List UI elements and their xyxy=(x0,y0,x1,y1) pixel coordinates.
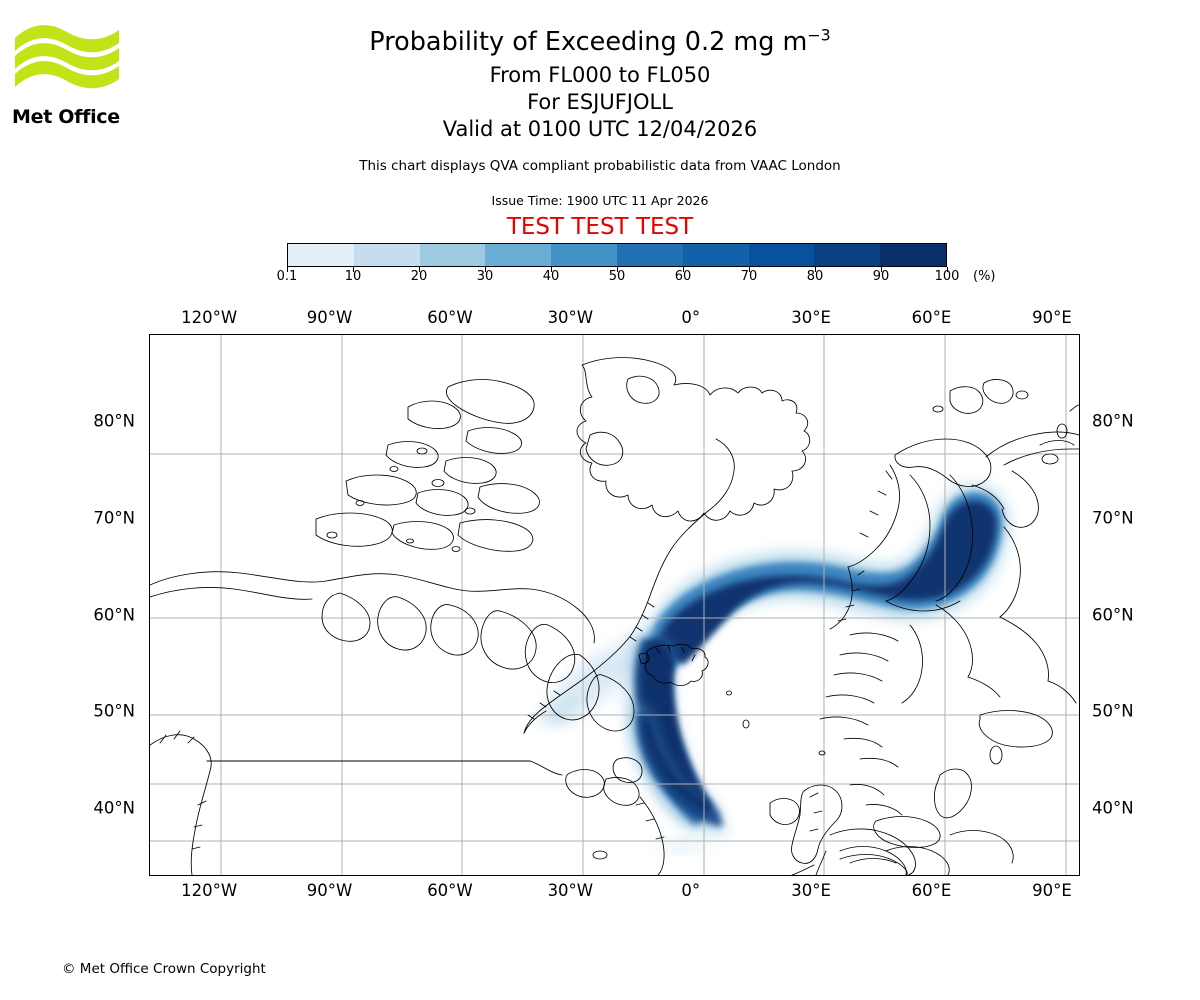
lon-tick-bottom-90°E: 90°E xyxy=(1032,881,1072,900)
colorbar-tick-label-90: 90 xyxy=(872,269,890,284)
lat-tick-left-80°N: 80°N xyxy=(93,411,135,431)
lon-tick-bottom-0°: 0° xyxy=(681,881,701,900)
lat-tick-right-80°N: 80°N xyxy=(1092,411,1134,431)
volcano-subtitle: For ESJUFJOLL xyxy=(527,90,673,114)
colorbar-tick-50 xyxy=(617,267,618,272)
colorbar-units-label: (%) xyxy=(973,269,996,284)
colorbar-segment-3 xyxy=(485,244,552,266)
page-title-exponent: −3 xyxy=(807,25,831,45)
lon-tick-bottom-30°E: 30°E xyxy=(791,881,831,900)
plume-ne-core xyxy=(656,501,997,664)
plume-south-wisp xyxy=(660,840,712,850)
lon-tick-top-120°W: 120°W xyxy=(181,308,238,327)
met-office-wordmark: Met Office xyxy=(12,106,120,128)
colorbar-segment-4 xyxy=(551,244,617,266)
lat-tick-right-60°N: 60°N xyxy=(1092,605,1134,625)
lat-tick-right-70°N: 70°N xyxy=(1092,508,1134,528)
lon-tick-bottom-60°E: 60°E xyxy=(911,881,952,900)
met-office-logo: Met Office xyxy=(12,18,122,128)
lat-tick-left-40°N: 40°N xyxy=(93,798,135,818)
issue-time: Issue Time: 1900 UTC 11 Apr 2026 xyxy=(491,193,709,208)
lat-tick-left-70°N: 70°N xyxy=(93,508,135,528)
colorbar-segment-2 xyxy=(419,244,486,266)
colorbar-gradient xyxy=(287,243,947,267)
colorbar-tick-label-80: 80 xyxy=(806,269,824,284)
coastlines-layer xyxy=(150,357,1079,875)
colorbar-segment-5 xyxy=(616,244,683,266)
lon-tick-bottom-60°W: 60°W xyxy=(427,881,473,900)
colorbar-tick-label-20: 20 xyxy=(410,269,428,284)
ash-plume-layer xyxy=(538,485,1009,850)
colorbar-segment-0 xyxy=(288,244,354,266)
map-plot-area[interactable] xyxy=(149,334,1080,876)
lon-tick-top-0°: 0° xyxy=(681,308,701,327)
colorbar-tick-20 xyxy=(419,267,420,272)
colorbar-tick-label-10: 10 xyxy=(344,269,362,284)
colorbar-segment-9 xyxy=(880,244,946,266)
colorbar-tick-10 xyxy=(353,267,354,272)
page-title: Probability of Exceeding 0.2 mg m−3 xyxy=(0,27,1200,57)
colorbar-segment-6 xyxy=(682,244,749,266)
colorbar-tick-30 xyxy=(485,267,486,272)
valid-time-subtitle: Valid at 0100 UTC 12/04/2026 xyxy=(442,117,758,141)
colorbar-tick-70 xyxy=(749,267,750,272)
lon-tick-bottom-30°W: 30°W xyxy=(547,881,594,900)
colorbar-segment-7 xyxy=(748,244,815,266)
colorbar-segment-8 xyxy=(814,244,881,266)
test-banner: TEST TEST TEST xyxy=(506,214,694,240)
lon-tick-top-90°W: 90°W xyxy=(306,308,353,327)
copyright-footer: © Met Office Crown Copyright xyxy=(62,961,266,977)
lat-tick-right-50°N: 50°N xyxy=(1092,701,1134,721)
colorbar-segment-1 xyxy=(353,244,420,266)
qva-note: This chart displays QVA compliant probab… xyxy=(359,158,841,174)
colorbar-tick-label-30: 30 xyxy=(476,269,494,284)
colorbar-tick-label-60: 60 xyxy=(674,269,692,284)
colorbar-tick-label-50: 50 xyxy=(608,269,626,284)
colorbar-tick-90 xyxy=(881,267,882,272)
lon-tick-top-30°W: 30°W xyxy=(547,308,594,327)
probability-colorbar xyxy=(287,243,947,267)
colorbar-tick-0.1 xyxy=(287,267,288,272)
page-title-text: Probability of Exceeding 0.2 mg m xyxy=(369,27,808,57)
lon-tick-top-90°E: 90°E xyxy=(1032,308,1072,327)
lat-tick-left-50°N: 50°N xyxy=(93,701,135,721)
plume-south-core xyxy=(636,713,723,827)
colorbar-tick-80 xyxy=(815,267,816,272)
lon-tick-top-60°E: 60°E xyxy=(911,308,952,327)
lon-tick-bottom-120°W: 120°W xyxy=(181,881,238,900)
lon-tick-top-60°W: 60°W xyxy=(427,308,473,327)
colorbar-tick-label-0.1: 0.1 xyxy=(276,269,298,284)
lon-tick-top-30°E: 30°E xyxy=(791,308,831,327)
lat-tick-right-40°N: 40°N xyxy=(1092,798,1134,818)
map-canvas xyxy=(150,335,1079,875)
colorbar-tick-40 xyxy=(551,267,552,272)
met-office-wave-icon xyxy=(15,25,119,89)
map-gridlines xyxy=(150,335,1079,875)
lon-tick-bottom-90°W: 90°W xyxy=(306,881,353,900)
flight-level-subtitle: From FL000 to FL050 xyxy=(489,63,711,87)
colorbar-tick-100 xyxy=(947,267,948,272)
colorbar-tick-60 xyxy=(683,267,684,272)
colorbar-tick-label-40: 40 xyxy=(542,269,560,284)
lat-tick-left-60°N: 60°N xyxy=(93,605,135,625)
colorbar-tick-label-100: 100 xyxy=(934,269,960,284)
colorbar-tick-label-70: 70 xyxy=(740,269,758,284)
plume-iceland-core xyxy=(640,641,710,819)
